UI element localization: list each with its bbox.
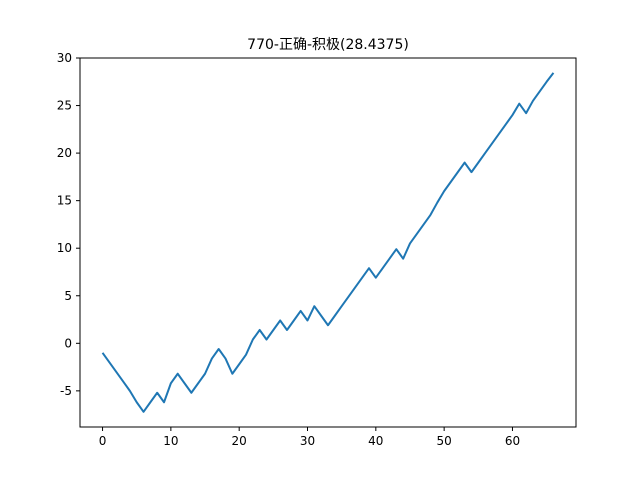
y-tick-label: 15	[57, 194, 72, 208]
series-group	[101, 72, 555, 413]
plot-area	[80, 58, 576, 427]
x-tick-label: 0	[99, 434, 107, 448]
x-tick-label: 20	[232, 434, 247, 448]
y-tick-label: 0	[64, 336, 72, 350]
series-line-score	[101, 72, 555, 413]
y-tick-label: 10	[57, 241, 72, 255]
x-tick-label: 10	[163, 434, 178, 448]
y-tick-label: -5	[60, 384, 72, 398]
chart-title: 770-正确-积极(28.4375)	[247, 37, 409, 53]
x-tick-label: 30	[300, 434, 315, 448]
y-tick-label: 5	[64, 289, 72, 303]
x-tick-label: 50	[437, 434, 452, 448]
ticks-group: 0 10 20 30 40 50 60 -5 0 5 10 15 20 25 30	[57, 51, 520, 448]
y-tick-label: 30	[57, 51, 72, 65]
x-tick-label: 60	[505, 434, 520, 448]
y-tick-label: 25	[57, 99, 72, 113]
plot-frame	[79, 57, 577, 428]
x-tick-label: 40	[368, 434, 383, 448]
y-tick-label: 20	[57, 146, 72, 160]
